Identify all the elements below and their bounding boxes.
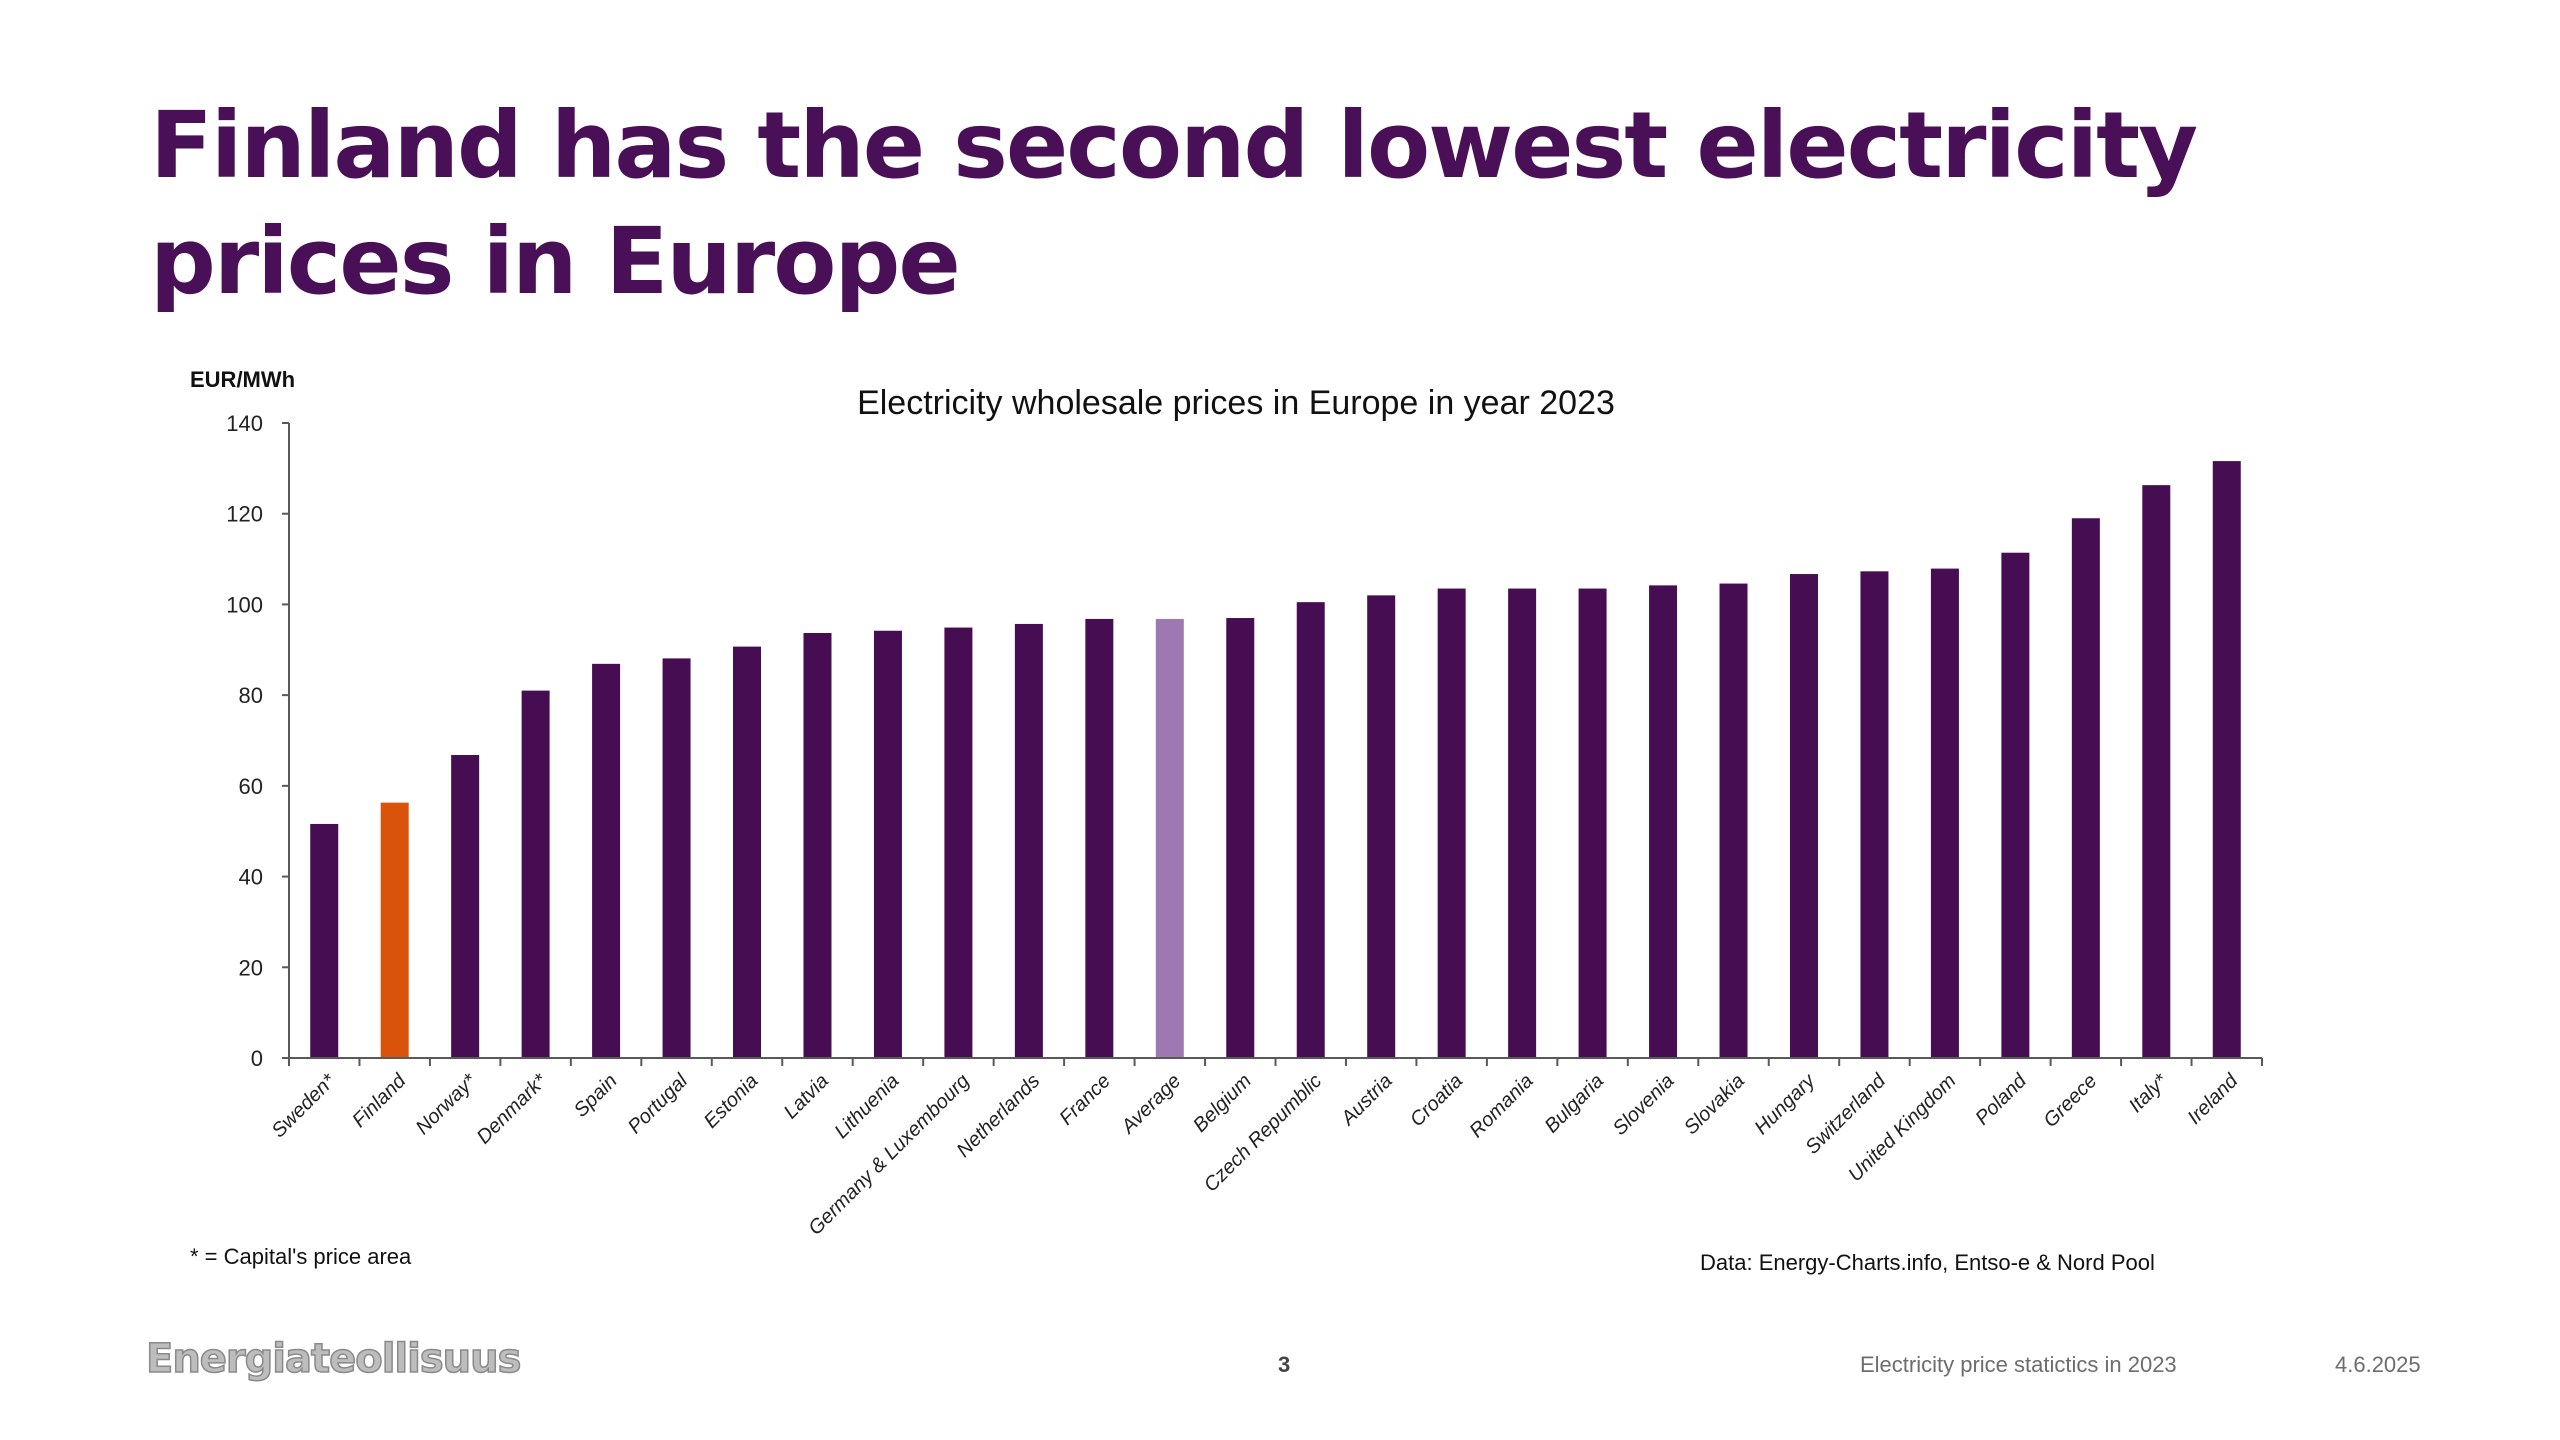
bar-spain bbox=[592, 663, 621, 1058]
y-axis: 0 20 40 60 80 100 120 140 bbox=[226, 411, 290, 1071]
y-tick-label: 140 bbox=[226, 411, 263, 436]
bar-lithuenia bbox=[873, 630, 902, 1058]
y-tick-label: 40 bbox=[239, 865, 263, 890]
bar-switzerland bbox=[1860, 571, 1889, 1058]
bar-united-kingdom bbox=[1930, 568, 1959, 1058]
x-tick-label: France bbox=[1055, 1070, 1115, 1130]
y-axis-unit-label: EUR/MWh bbox=[190, 367, 295, 392]
x-tick-label: Sweden* bbox=[268, 1069, 341, 1142]
bar-poland bbox=[2001, 552, 2030, 1058]
y-tick-label: 60 bbox=[239, 774, 263, 799]
bar-netherlands bbox=[1014, 623, 1043, 1058]
x-tick-label: Czech Repumblic bbox=[1200, 1070, 1326, 1196]
x-tick-label: Norway* bbox=[412, 1069, 482, 1139]
bars bbox=[310, 461, 2241, 1059]
bar-norway bbox=[451, 755, 480, 1058]
x-tick-label: Bulgaria bbox=[1541, 1070, 1608, 1137]
bar-belgium bbox=[1226, 618, 1255, 1058]
y-tick-label: 0 bbox=[251, 1046, 263, 1071]
bar-czech-repumblic bbox=[1296, 602, 1325, 1058]
x-tick-label: Greece bbox=[2039, 1070, 2101, 1132]
x-tick-label: Hungary bbox=[1750, 1069, 1820, 1139]
x-tick-label: Belgium bbox=[1189, 1070, 1256, 1137]
x-tick-label: Croatia bbox=[1406, 1070, 1467, 1131]
bar-denmark bbox=[521, 690, 550, 1058]
page-number: 3 bbox=[1278, 1352, 1291, 1377]
footer-date: 4.6.2025 bbox=[2335, 1352, 2421, 1377]
bar-latvia bbox=[803, 633, 832, 1058]
footnote: * = Capital's price area bbox=[190, 1244, 412, 1269]
bar-slovakia bbox=[1719, 583, 1748, 1058]
x-tick-label: Italy* bbox=[2125, 1069, 2173, 1117]
x-tick-label: Lithuenia bbox=[831, 1070, 904, 1143]
y-tick-label: 120 bbox=[226, 502, 263, 527]
x-tick-label: Poland bbox=[1971, 1069, 2031, 1129]
x-tick-label: Slovenia bbox=[1609, 1070, 1679, 1140]
bar-italy bbox=[2142, 485, 2171, 1058]
x-tick-label: Slovakia bbox=[1680, 1070, 1749, 1139]
bar-austria bbox=[1367, 595, 1396, 1058]
bar-bulgaria bbox=[1578, 588, 1607, 1058]
chart-title: Electricity wholesale prices in Europe i… bbox=[857, 384, 1615, 422]
company-logo: Energiateollisuus bbox=[145, 1335, 522, 1383]
bar-slovenia bbox=[1649, 585, 1678, 1058]
slide-title: Finland has the second lowest electricit… bbox=[150, 92, 2198, 315]
bar-croatia bbox=[1437, 588, 1466, 1058]
x-tick-label: Spain bbox=[570, 1070, 622, 1122]
x-tick-label: Latvia bbox=[780, 1070, 833, 1123]
bar-hungary bbox=[1789, 574, 1818, 1058]
y-tick-label: 100 bbox=[226, 592, 263, 617]
y-tick-label: 80 bbox=[239, 683, 263, 708]
x-tick-label: Finland bbox=[348, 1069, 411, 1132]
y-tick-label: 20 bbox=[239, 955, 263, 980]
x-tick-label: Average bbox=[1117, 1070, 1186, 1139]
bar-france bbox=[1085, 618, 1114, 1058]
bar-sweden bbox=[310, 823, 339, 1058]
x-tick-label: Romania bbox=[1466, 1070, 1538, 1142]
x-tick-label: Denmark* bbox=[473, 1069, 552, 1148]
x-tick-label: Austria bbox=[1336, 1070, 1396, 1130]
bar-estonia bbox=[733, 646, 762, 1058]
x-axis bbox=[288, 1057, 2263, 1066]
x-axis-labels: Sweden* Finland Norway*Denmark* Spain Portug… bbox=[268, 1069, 2243, 1239]
bar-greece bbox=[2071, 518, 2100, 1058]
bar-germany-luxembourg bbox=[944, 627, 973, 1058]
bar-finland bbox=[380, 802, 409, 1058]
x-tick-label: Ireland bbox=[2184, 1069, 2243, 1128]
bar-average bbox=[1155, 618, 1184, 1058]
x-tick-label: Portugal bbox=[624, 1070, 693, 1139]
bar-romania bbox=[1508, 588, 1537, 1058]
bar-portugal bbox=[662, 658, 691, 1058]
data-source: Data: Energy-Charts.info, Entso-e & Nord… bbox=[1700, 1250, 2155, 1275]
bar-ireland bbox=[2212, 461, 2241, 1059]
footer-caption: Electricity price statictics in 2023 bbox=[1860, 1352, 2177, 1377]
x-tick-label: Estonia bbox=[700, 1070, 763, 1133]
